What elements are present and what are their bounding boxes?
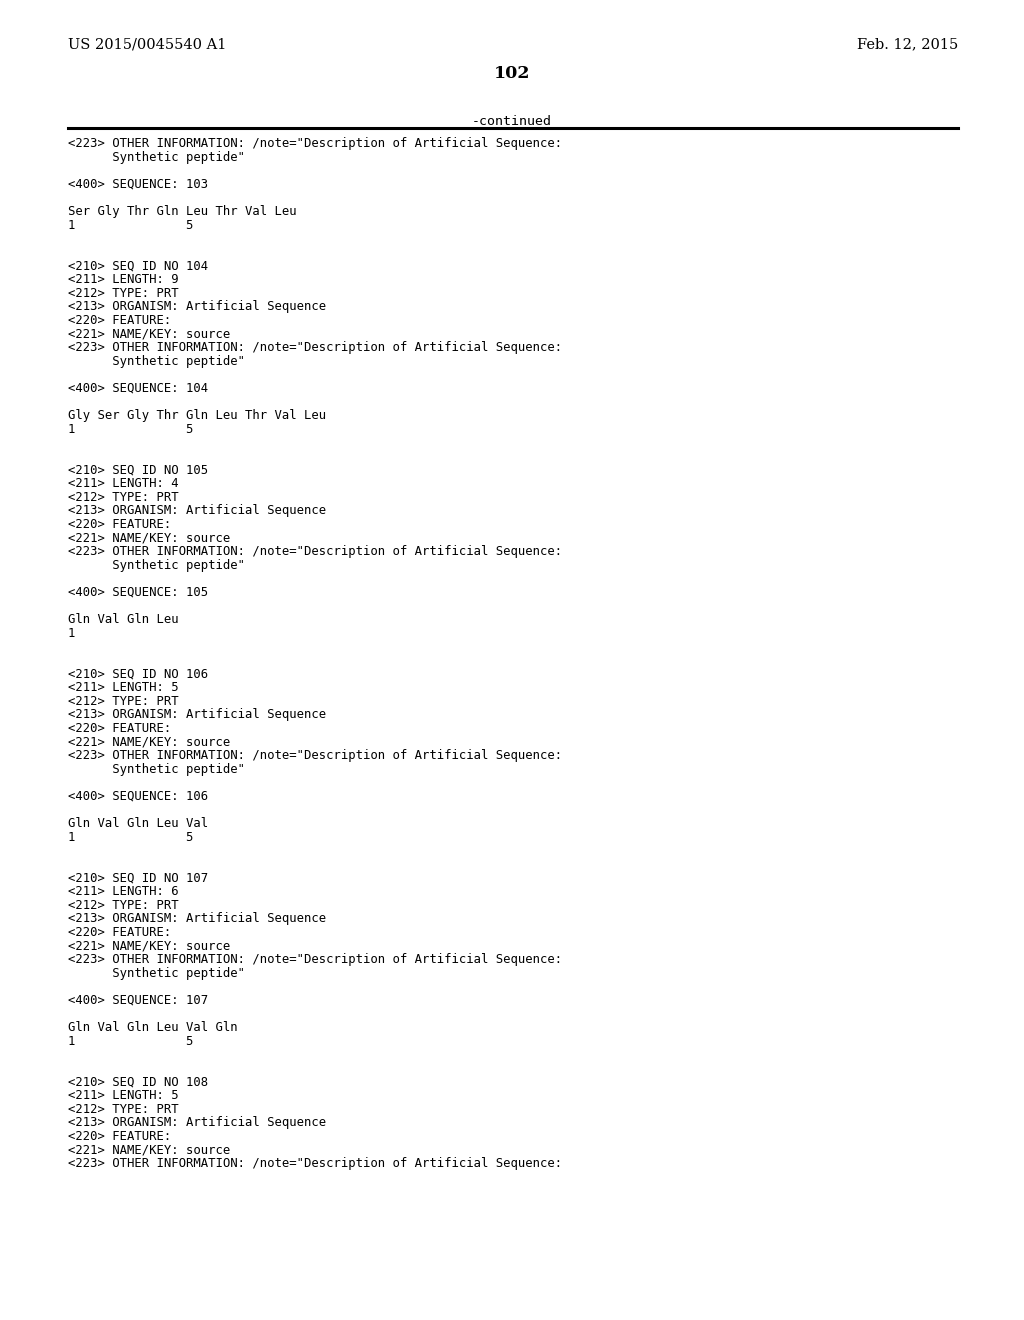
Text: <223> OTHER INFORMATION: /note="Description of Artificial Sequence:: <223> OTHER INFORMATION: /note="Descript… <box>68 748 562 762</box>
Text: Gln Val Gln Leu: Gln Val Gln Leu <box>68 612 178 626</box>
Text: 102: 102 <box>494 65 530 82</box>
Text: <223> OTHER INFORMATION: /note="Description of Artificial Sequence:: <223> OTHER INFORMATION: /note="Descript… <box>68 545 562 558</box>
Text: <400> SEQUENCE: 105: <400> SEQUENCE: 105 <box>68 586 208 599</box>
Text: Gly Ser Gly Thr Gln Leu Thr Val Leu: Gly Ser Gly Thr Gln Leu Thr Val Leu <box>68 409 326 422</box>
Text: <213> ORGANISM: Artificial Sequence: <213> ORGANISM: Artificial Sequence <box>68 709 326 721</box>
Text: -continued: -continued <box>472 115 552 128</box>
Text: <211> LENGTH: 5: <211> LENGTH: 5 <box>68 681 178 694</box>
Text: Synthetic peptide": Synthetic peptide" <box>68 558 245 572</box>
Text: <400> SEQUENCE: 107: <400> SEQUENCE: 107 <box>68 994 208 1007</box>
Text: <223> OTHER INFORMATION: /note="Description of Artificial Sequence:: <223> OTHER INFORMATION: /note="Descript… <box>68 1158 562 1170</box>
Text: <213> ORGANISM: Artificial Sequence: <213> ORGANISM: Artificial Sequence <box>68 504 326 517</box>
Text: <213> ORGANISM: Artificial Sequence: <213> ORGANISM: Artificial Sequence <box>68 1117 326 1129</box>
Text: <212> TYPE: PRT: <212> TYPE: PRT <box>68 491 178 504</box>
Text: <211> LENGTH: 4: <211> LENGTH: 4 <box>68 477 178 490</box>
Text: 1               5: 1 5 <box>68 1035 194 1048</box>
Text: <400> SEQUENCE: 104: <400> SEQUENCE: 104 <box>68 381 208 395</box>
Text: 1               5: 1 5 <box>68 219 194 231</box>
Text: <223> OTHER INFORMATION: /note="Description of Artificial Sequence:: <223> OTHER INFORMATION: /note="Descript… <box>68 341 562 354</box>
Text: <221> NAME/KEY: source: <221> NAME/KEY: source <box>68 532 230 544</box>
Text: Gln Val Gln Leu Val: Gln Val Gln Leu Val <box>68 817 208 830</box>
Text: <221> NAME/KEY: source: <221> NAME/KEY: source <box>68 1143 230 1156</box>
Text: Gln Val Gln Leu Val Gln: Gln Val Gln Leu Val Gln <box>68 1020 238 1034</box>
Text: <213> ORGANISM: Artificial Sequence: <213> ORGANISM: Artificial Sequence <box>68 300 326 313</box>
Text: Ser Gly Thr Gln Leu Thr Val Leu: Ser Gly Thr Gln Leu Thr Val Leu <box>68 205 297 218</box>
Text: Synthetic peptide": Synthetic peptide" <box>68 150 245 164</box>
Text: <221> NAME/KEY: source: <221> NAME/KEY: source <box>68 735 230 748</box>
Text: 1               5: 1 5 <box>68 830 194 843</box>
Text: 1: 1 <box>68 627 76 640</box>
Text: <211> LENGTH: 5: <211> LENGTH: 5 <box>68 1089 178 1102</box>
Text: <221> NAME/KEY: source: <221> NAME/KEY: source <box>68 327 230 341</box>
Text: <400> SEQUENCE: 103: <400> SEQUENCE: 103 <box>68 178 208 191</box>
Text: <400> SEQUENCE: 106: <400> SEQUENCE: 106 <box>68 789 208 803</box>
Text: <210> SEQ ID NO 107: <210> SEQ ID NO 107 <box>68 871 208 884</box>
Text: <212> TYPE: PRT: <212> TYPE: PRT <box>68 899 178 912</box>
Text: <220> FEATURE:: <220> FEATURE: <box>68 925 171 939</box>
Text: <212> TYPE: PRT: <212> TYPE: PRT <box>68 694 178 708</box>
Text: Synthetic peptide": Synthetic peptide" <box>68 763 245 776</box>
Text: Feb. 12, 2015: Feb. 12, 2015 <box>857 37 958 51</box>
Text: <220> FEATURE:: <220> FEATURE: <box>68 517 171 531</box>
Text: US 2015/0045540 A1: US 2015/0045540 A1 <box>68 37 226 51</box>
Text: <212> TYPE: PRT: <212> TYPE: PRT <box>68 286 178 300</box>
Text: <212> TYPE: PRT: <212> TYPE: PRT <box>68 1102 178 1115</box>
Text: <220> FEATURE:: <220> FEATURE: <box>68 314 171 327</box>
Text: <223> OTHER INFORMATION: /note="Description of Artificial Sequence:: <223> OTHER INFORMATION: /note="Descript… <box>68 137 562 150</box>
Text: 1               5: 1 5 <box>68 422 194 436</box>
Text: <213> ORGANISM: Artificial Sequence: <213> ORGANISM: Artificial Sequence <box>68 912 326 925</box>
Text: <220> FEATURE:: <220> FEATURE: <box>68 1130 171 1143</box>
Text: <210> SEQ ID NO 105: <210> SEQ ID NO 105 <box>68 463 208 477</box>
Text: <210> SEQ ID NO 106: <210> SEQ ID NO 106 <box>68 668 208 680</box>
Text: <211> LENGTH: 9: <211> LENGTH: 9 <box>68 273 178 286</box>
Text: <223> OTHER INFORMATION: /note="Description of Artificial Sequence:: <223> OTHER INFORMATION: /note="Descript… <box>68 953 562 966</box>
Text: <221> NAME/KEY: source: <221> NAME/KEY: source <box>68 940 230 953</box>
Text: <220> FEATURE:: <220> FEATURE: <box>68 722 171 735</box>
Text: <210> SEQ ID NO 108: <210> SEQ ID NO 108 <box>68 1076 208 1089</box>
Text: <210> SEQ ID NO 104: <210> SEQ ID NO 104 <box>68 260 208 272</box>
Text: Synthetic peptide": Synthetic peptide" <box>68 355 245 367</box>
Text: <211> LENGTH: 6: <211> LENGTH: 6 <box>68 884 178 898</box>
Text: Synthetic peptide": Synthetic peptide" <box>68 966 245 979</box>
